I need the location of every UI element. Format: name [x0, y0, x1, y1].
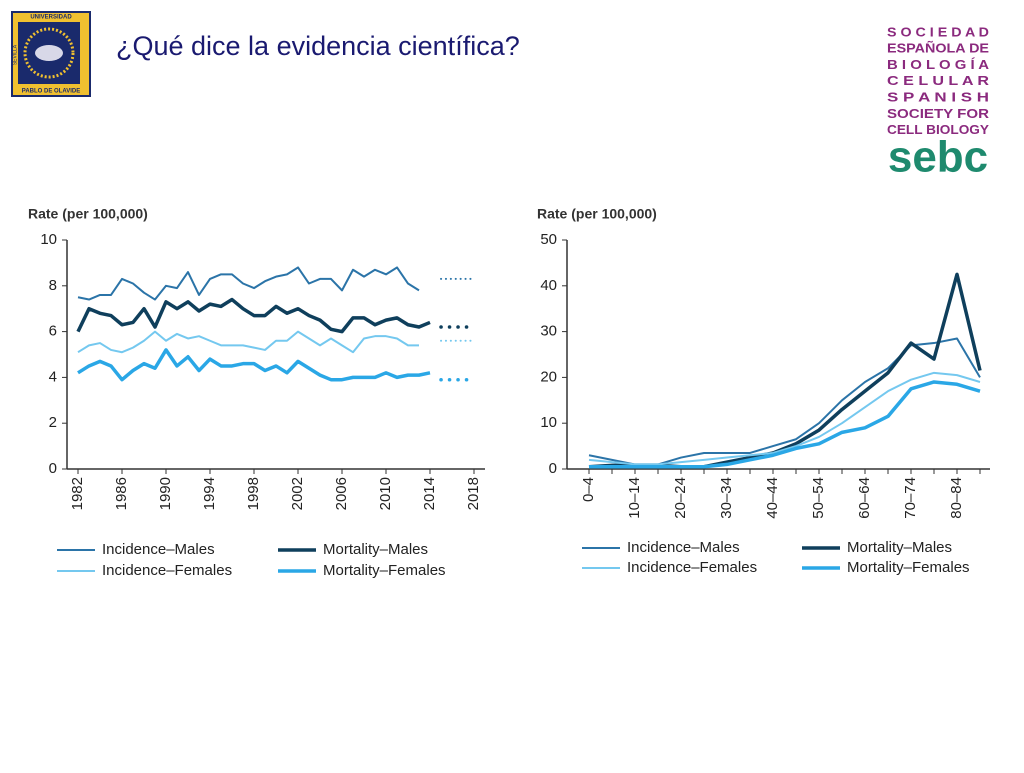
logo-line: S P A N I S H	[887, 90, 989, 104]
y-tick-label: 6	[49, 323, 57, 340]
y-tick-label: 10	[40, 231, 57, 248]
y-tick-label: 20	[540, 368, 557, 385]
legend-label: Mortality–Females	[323, 562, 446, 579]
x-tick-label: 70–74	[902, 477, 919, 519]
logo-line: C E L U L A R	[887, 74, 989, 88]
legend-label: Mortality–Males	[847, 539, 952, 556]
sebc-logo: sebc	[888, 133, 988, 182]
series-line	[77, 266, 420, 301]
university-logo: UNIVERSIDAD SEVILLA PABLO DE OLAVIDE	[11, 11, 91, 97]
series-line	[76, 297, 431, 334]
legend-label: Incidence–Females	[102, 562, 232, 579]
x-tick-label: 1994	[201, 477, 218, 510]
legend-label: Incidence–Females	[627, 559, 757, 576]
x-tick-label: 30–34	[718, 477, 735, 519]
x-tick-label: 2018	[465, 477, 482, 510]
series-line	[77, 330, 419, 354]
y-tick-label: 0	[549, 460, 557, 477]
legend-label: Mortality–Males	[323, 541, 428, 558]
series-line	[588, 337, 981, 466]
logo-line: S O C I E D A D	[887, 25, 989, 39]
x-tick-label: 2010	[377, 477, 394, 510]
series-line	[588, 272, 982, 469]
y-tick-label: 0	[49, 460, 57, 477]
x-tick-label: 20–24	[672, 477, 689, 519]
logo-line: CELL BIOLOGY	[887, 123, 990, 137]
logo-line: SOCIETY FOR	[887, 107, 989, 121]
series-line	[589, 380, 981, 469]
logo-line: ESPAÑOLA DE	[887, 41, 989, 56]
x-tick-label: 2014	[421, 477, 438, 510]
logo-text: UNIVERSIDAD	[30, 15, 72, 21]
x-tick-label: 1982	[69, 477, 86, 510]
x-tick-label: 40–44	[764, 477, 781, 519]
x-tick-label: 2006	[333, 477, 350, 510]
series-line	[588, 371, 981, 466]
logo-mark: sebc	[888, 133, 988, 182]
y-tick-label: 40	[540, 277, 557, 294]
logo-text: SEVILLA	[12, 44, 18, 65]
logo-line: B I O L O G Í A	[887, 57, 989, 72]
axis-label: Rate (per 100,000)	[28, 206, 148, 222]
axis-label: Rate (per 100,000)	[537, 206, 657, 222]
y-tick-label: 10	[540, 414, 557, 431]
logo-text: PABLO DE OLAVIDE	[22, 89, 80, 95]
y-tick-label: 2	[49, 414, 57, 431]
x-tick-label: 1990	[157, 477, 174, 510]
y-tick-label: 4	[49, 368, 57, 385]
x-tick-label: 1998	[245, 477, 262, 510]
y-tick-label: 30	[540, 323, 557, 340]
legend-label: Incidence–Males	[102, 541, 215, 558]
series-line	[77, 348, 431, 382]
x-tick-label: 10–14	[626, 477, 643, 519]
y-tick-label: 8	[49, 277, 57, 294]
x-tick-label: 80–84	[948, 477, 965, 519]
x-tick-label: 50–54	[810, 477, 827, 519]
x-tick-label: 2002	[289, 477, 306, 510]
legend-label: Mortality–Females	[847, 559, 970, 576]
x-tick-label: 60–64	[856, 477, 873, 519]
legend-label: Incidence–Males	[627, 539, 740, 556]
y-tick-label: 50	[540, 231, 557, 248]
x-tick-label: 0–4	[580, 477, 597, 502]
x-tick-label: 1986	[113, 477, 130, 510]
slide-title: ¿Qué dice la evidencia científica?	[116, 31, 520, 61]
